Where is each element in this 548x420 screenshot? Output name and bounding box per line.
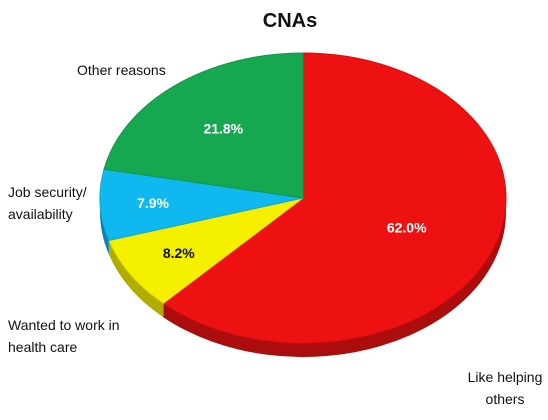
pie-slices — [99, 52, 507, 344]
value-label-job-security-availability: 7.9% — [137, 195, 169, 211]
slice-side-job-security-availability — [100, 198, 109, 255]
category-label-wanted-to-work-in-health-care: Wanted to work in health care — [8, 317, 120, 355]
value-label-other-reasons: 21.8% — [203, 120, 243, 136]
category-label-job-security-availability: Job security/availability — [8, 184, 87, 222]
slice-like-helping-others — [162, 52, 507, 344]
slice-wanted-to-work-in-health-care — [108, 197, 304, 304]
category-labels: Like helping others Wanted to work in healt… — [8, 62, 542, 407]
chart-title: CNAs — [263, 10, 317, 32]
value-labels: 62.0% 8.2% 7.9% 21.8% — [137, 120, 427, 261]
slice-side-like-helping-others — [163, 198, 507, 357]
category-label-other-reasons: Other reasons — [77, 62, 166, 78]
pie-depth — [100, 198, 507, 357]
value-label-wanted-to-work-in-health-care: 8.2% — [163, 245, 195, 261]
slice-other-reasons — [103, 52, 304, 199]
category-label-like-helping-others: Like helping others — [468, 369, 543, 407]
slice-side-wanted-to-work-in-health-care — [108, 240, 164, 318]
value-label-like-helping-others: 62.0% — [387, 220, 427, 236]
slice-job-security-availability — [99, 168, 304, 242]
